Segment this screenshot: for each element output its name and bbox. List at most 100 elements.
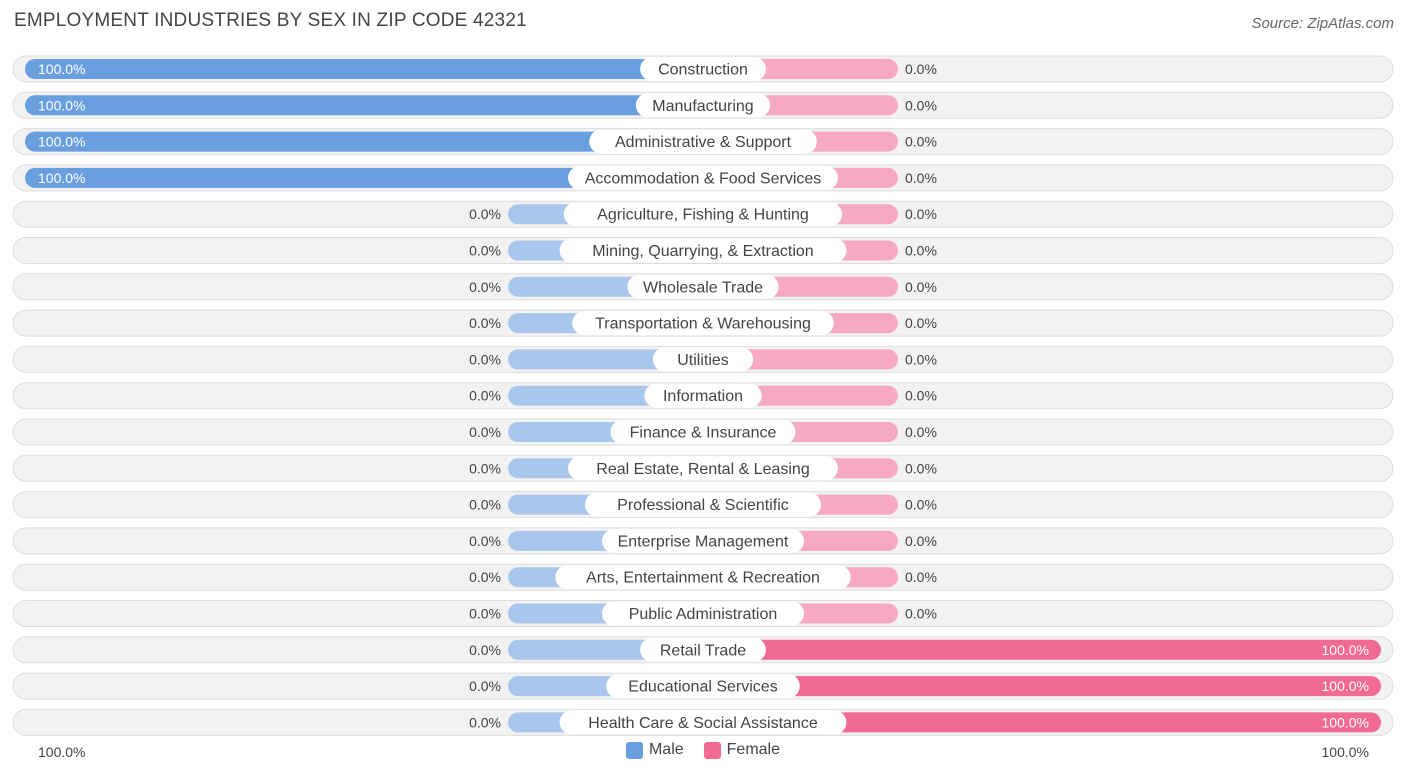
bar-row: Public Administration 0.0% 0.0% bbox=[12, 600, 1394, 627]
category-label-bg bbox=[601, 528, 805, 553]
category-label: Enterprise Management bbox=[618, 533, 789, 550]
value-label-female: 0.0% bbox=[905, 497, 937, 513]
category-label: Professional & Scientific bbox=[617, 497, 789, 514]
bar-row: Arts, Entertainment & Recreation 0.0% 0.0% bbox=[12, 563, 1394, 591]
bar-male bbox=[25, 59, 703, 79]
value-label-female: 0.0% bbox=[905, 533, 937, 549]
bar-row: Information 0.0% 0.0% bbox=[12, 382, 1394, 410]
category-label: Finance & Insurance bbox=[630, 425, 777, 442]
bar-row: Accommodation & Food Services 100.0% 0.0% bbox=[12, 164, 1394, 192]
value-label-male: 0.0% bbox=[469, 206, 501, 222]
value-label-female: 100.0% bbox=[1322, 678, 1369, 694]
value-label-male: 100.0% bbox=[38, 97, 85, 113]
value-label-female: 0.0% bbox=[905, 243, 937, 259]
source-label: Source: ZipAtlas.com bbox=[1251, 15, 1394, 32]
category-label-bg bbox=[585, 492, 821, 517]
value-label-female: 0.0% bbox=[905, 388, 937, 404]
value-label-male: 0.0% bbox=[469, 460, 501, 476]
value-label-female: 0.0% bbox=[905, 97, 937, 113]
category-label: Mining, Quarrying, & Extraction bbox=[592, 243, 813, 260]
bar-row: Professional & Scientific 0.0% 0.0% bbox=[12, 491, 1394, 519]
chart-title: EMPLOYMENT INDUSTRIES BY SEX IN ZIP CODE… bbox=[14, 10, 527, 31]
category-label-bg bbox=[559, 710, 847, 735]
value-label-female: 0.0% bbox=[905, 170, 937, 186]
value-label-female: 100.0% bbox=[1322, 642, 1369, 658]
category-label-bg bbox=[640, 637, 766, 662]
legend-swatch-male bbox=[625, 741, 643, 759]
bar-row: Administrative & Support 100.0% 0.0% bbox=[12, 128, 1394, 156]
bar-female bbox=[703, 712, 1381, 733]
value-label-male: 0.0% bbox=[469, 714, 501, 730]
value-label-male: 0.0% bbox=[469, 606, 501, 622]
value-label-male: 0.0% bbox=[469, 243, 501, 259]
category-label-bg bbox=[644, 383, 762, 408]
value-label-male: 0.0% bbox=[469, 279, 501, 295]
category-label: Administrative & Support bbox=[615, 134, 792, 151]
category-label-bg bbox=[589, 129, 817, 154]
legend: Male Female bbox=[0, 741, 1406, 759]
value-label-male: 0.0% bbox=[469, 351, 501, 367]
bar-row: Construction 100.0% 0.0% bbox=[12, 55, 1394, 83]
category-label-bg bbox=[610, 420, 796, 444]
category-label-bg bbox=[555, 565, 851, 590]
bar-row: Utilities 0.0% 0.0% bbox=[12, 345, 1394, 373]
bar-row: Retail Trade 0.0% 100.0% bbox=[12, 636, 1394, 664]
value-label-male: 0.0% bbox=[469, 642, 501, 658]
value-label-female: 0.0% bbox=[905, 424, 937, 440]
category-label: Transportation & Warehousing bbox=[595, 316, 811, 333]
bar-female bbox=[703, 639, 1381, 660]
category-label: Information bbox=[663, 388, 743, 405]
category-label-bg bbox=[652, 347, 754, 372]
category-label: Public Administration bbox=[629, 606, 778, 623]
bar-row: Wholesale Trade 0.0% 0.0% bbox=[12, 273, 1394, 301]
category-label-bg bbox=[559, 238, 847, 263]
value-label-male: 0.0% bbox=[469, 569, 501, 585]
bar-row: Educational Services 0.0% 100.0% bbox=[12, 672, 1394, 700]
category-label-bg bbox=[627, 274, 779, 299]
value-label-female: 0.0% bbox=[905, 569, 937, 585]
bar-male bbox=[25, 167, 703, 188]
value-label-female: 0.0% bbox=[905, 61, 937, 77]
category-label: Arts, Entertainment & Recreation bbox=[586, 570, 820, 587]
category-label: Agriculture, Fishing & Hunting bbox=[597, 207, 809, 224]
legend-swatch-female bbox=[703, 741, 721, 759]
bar-row: Agriculture, Fishing & Hunting 0.0% 0.0% bbox=[12, 200, 1394, 228]
value-label-male: 100.0% bbox=[38, 134, 85, 150]
category-label-bg bbox=[640, 57, 766, 81]
legend-label-male: Male bbox=[648, 741, 684, 758]
category-label: Wholesale Trade bbox=[643, 279, 763, 296]
legend-item-male[interactable]: Male bbox=[625, 741, 684, 759]
category-label: Utilities bbox=[677, 352, 729, 369]
legend-label-female: Female bbox=[726, 741, 781, 758]
value-label-female: 0.0% bbox=[905, 606, 937, 622]
value-label-female: 0.0% bbox=[905, 351, 937, 367]
value-label-female: 0.0% bbox=[905, 460, 937, 476]
bar-row: Health Care & Social Assistance 0.0% 100.0… bbox=[12, 708, 1394, 736]
category-label: Construction bbox=[658, 62, 748, 79]
category-label: Real Estate, Rental & Leasing bbox=[596, 461, 809, 478]
category-label-bg bbox=[601, 601, 805, 626]
bar-row: Real Estate, Rental & Leasing 0.0% 0.0% bbox=[12, 454, 1394, 482]
value-label-female: 0.0% bbox=[905, 279, 937, 295]
category-label: Manufacturing bbox=[652, 98, 753, 115]
bar-female bbox=[703, 676, 1381, 697]
category-label: Health Care & Social Assistance bbox=[588, 715, 818, 732]
value-label-male: 100.0% bbox=[38, 61, 85, 77]
legend-item-female[interactable]: Female bbox=[703, 741, 781, 759]
value-label-male: 0.0% bbox=[469, 388, 501, 404]
value-label-male: 100.0% bbox=[38, 170, 85, 186]
value-label-male: 0.0% bbox=[469, 497, 501, 513]
value-label-male: 0.0% bbox=[469, 424, 501, 440]
value-label-male: 0.0% bbox=[469, 678, 501, 694]
category-label-bg bbox=[563, 202, 843, 227]
axis-left-label: 100.0% bbox=[38, 744, 86, 760]
bar-row: Manufacturing 100.0% 0.0% bbox=[12, 91, 1394, 119]
category-label: Accommodation & Food Services bbox=[585, 170, 822, 187]
category-label-bg bbox=[635, 93, 771, 118]
axis-right-label: 100.0% bbox=[1321, 744, 1369, 760]
bar-row: Enterprise Management 0.0% 0.0% bbox=[12, 527, 1394, 555]
bar-row: Transportation & Warehousing 0.0% 0.0% bbox=[12, 309, 1394, 337]
bar-row: Mining, Quarrying, & Extraction 0.0% 0.0% bbox=[12, 237, 1394, 264]
value-label-male: 0.0% bbox=[469, 315, 501, 331]
